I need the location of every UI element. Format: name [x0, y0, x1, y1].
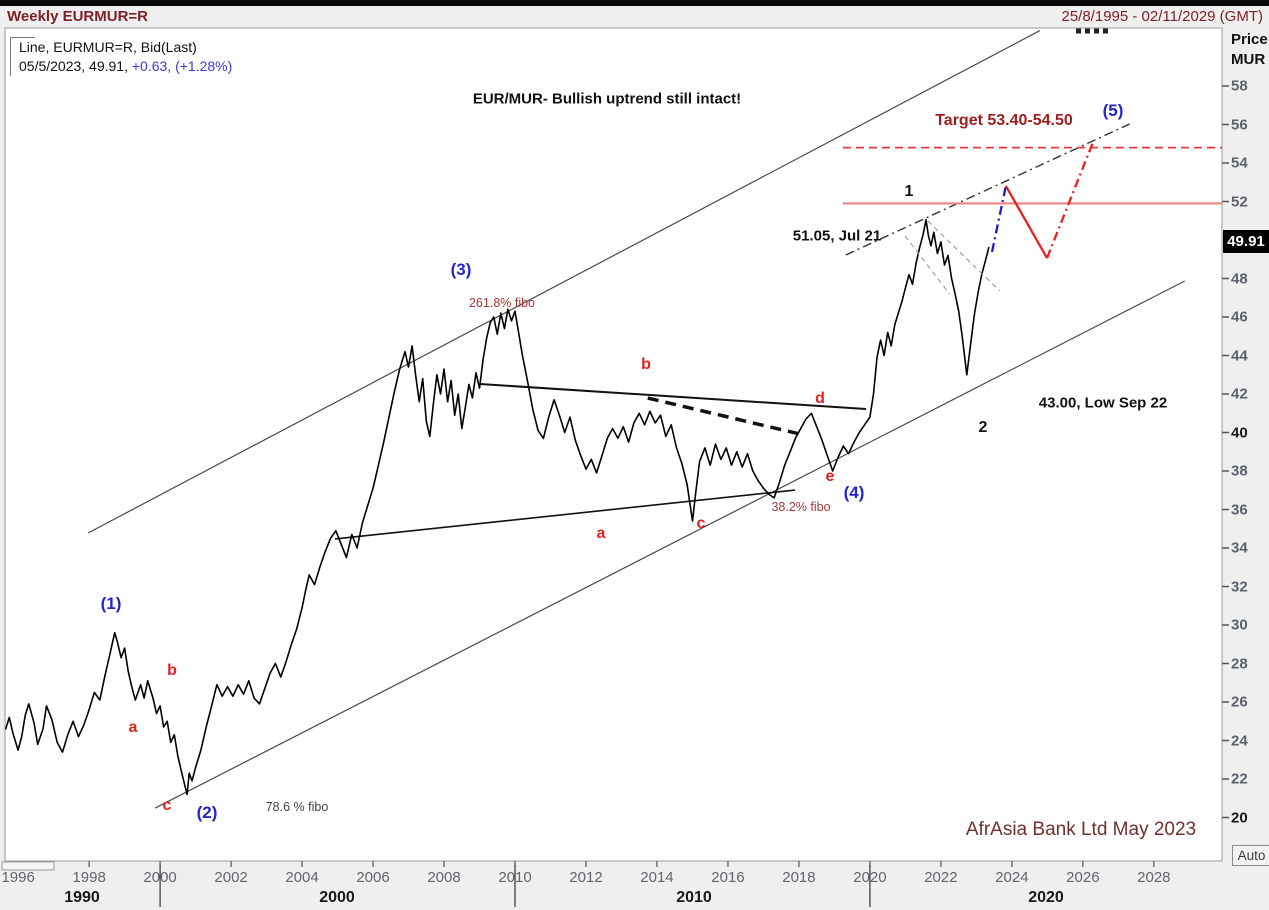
a-c-trendline [334, 489, 796, 540]
price-axis-title: Price MUR [1231, 30, 1268, 70]
wave5-dashdot-trendline [845, 123, 1131, 256]
year-label-2026: 2026 [1066, 869, 1100, 886]
fibo-382-label: 38.2% fibo [771, 500, 831, 514]
scrollbar-stub [1, 861, 55, 871]
price-axis-label-38: 38 [1231, 462, 1248, 480]
wave-label-1-0: (1) [100, 594, 122, 613]
price-axis-title-mur: MUR [1231, 51, 1266, 68]
price-axis-label-56: 56 [1231, 116, 1248, 133]
price-axis-label-24: 24 [1231, 732, 1248, 749]
price-axis-label-28: 28 [1231, 655, 1248, 672]
chart-title: EUR/MUR- Bullish uptrend still intact! [472, 90, 742, 108]
year-label-2022: 2022 [924, 869, 958, 886]
b-d-trendline [479, 382, 867, 411]
plot-area-border [4, 27, 1223, 862]
price-axis-label-48: 48 [1231, 270, 1248, 287]
price-axis-label-32: 32 [1231, 578, 1248, 595]
year-label-2012: 2012 [569, 869, 603, 886]
legend-change: +0.63, (+1.28%) [131, 58, 233, 74]
wave-label-2-14: 2 [978, 419, 988, 436]
price-axis-label-58: 58 [1231, 77, 1248, 95]
legend-series-label: Line, EURMUR=R, Bid(Last) [19, 39, 197, 55]
wave-label-e-12: e [825, 468, 835, 485]
price-axis-label-52: 52 [1231, 193, 1248, 210]
year-label-2006: 2006 [356, 869, 390, 886]
wave-label-b-6: b [167, 662, 177, 679]
lower-channel-line [154, 280, 1186, 809]
wave-label-3-2: (3) [450, 260, 472, 279]
year-label-2020: 2020 [853, 869, 887, 886]
price-axis-label-54: 54 [1231, 154, 1248, 172]
blue-projection-line [990, 185, 1007, 253]
year-label-2000: 2000 [143, 869, 177, 886]
year-label-2028: 2028 [1137, 869, 1171, 886]
wave-label-1-13: 1 [904, 183, 914, 200]
thick-dashed-trendline [647, 396, 801, 436]
price-axis-label-44: 44 [1231, 347, 1248, 364]
price-axis-label-26: 26 [1231, 693, 1248, 711]
year-label-2002: 2002 [214, 869, 248, 886]
year-label-1998: 1998 [72, 869, 106, 886]
wave-label-b-9: b [641, 356, 651, 373]
year-label-2018: 2018 [782, 869, 816, 886]
red-projection-down [1004, 185, 1049, 259]
year-label-2004: 2004 [285, 869, 319, 886]
year-label-2016: 2016 [711, 869, 745, 886]
price-axis-label-42: 42 [1231, 385, 1248, 403]
fibo-2618-label: 261.8% fibo [468, 296, 536, 310]
wave-label-d-11: d [815, 390, 825, 407]
gray-dashed-b [927, 220, 1001, 292]
wave-label-4-3: (4) [843, 483, 865, 502]
upper-channel-line [87, 30, 1041, 534]
last-price-badge: 49.91 [1223, 230, 1269, 254]
wave-label-a-5: a [128, 719, 138, 736]
red-projection-up [1045, 139, 1095, 259]
year-label-2014: 2014 [640, 869, 674, 886]
decade-label-2000: 2000 [319, 889, 355, 906]
price-axis-label-36: 36 [1231, 501, 1248, 518]
price-axis-label-40: 40 [1231, 424, 1248, 441]
wave-label-a-8: a [596, 525, 606, 542]
year-label-2008: 2008 [427, 869, 461, 886]
target-label: Target 53.40-54.50 [935, 112, 1073, 129]
wave-label-5-4: (5) [1102, 101, 1124, 120]
price-axis-label-22: 22 [1231, 770, 1248, 788]
wave-label-c-10: c [696, 515, 706, 532]
chart-date-range: 25/8/1995 - 02/11/2029 (GMT) [1061, 8, 1263, 25]
price-axis-label-46: 46 [1231, 308, 1248, 326]
price-axis-label-30: 30 [1231, 616, 1248, 634]
year-label-1996: 1996 [1, 869, 35, 886]
wave-label-c-7: c [162, 797, 172, 814]
price-axis-label-20: 20 [1231, 809, 1248, 826]
price-axis-title-price: Price [1231, 31, 1268, 48]
wave-label-2-1: (2) [196, 803, 218, 822]
gray-dashed-a [904, 235, 951, 295]
year-label-2024: 2024 [995, 869, 1029, 886]
price-axis-label-34: 34 [1231, 539, 1248, 557]
legend-box: Line, EURMUR=R, Bid(Last) 05/5/2023, 49.… [10, 37, 238, 76]
peak-note: 51.05, Jul 21 [792, 227, 882, 245]
credit-label: AfrAsia Bank Ltd May 2023 [965, 819, 1197, 840]
window-top-strip [0, 0, 1269, 6]
decade-label-2010: 2010 [676, 889, 712, 906]
low-note: 43.00, Low Sep 22 [1038, 394, 1168, 412]
price-line-series [5, 219, 990, 796]
legend-last-quote: 05/5/2023, 49.91, +0.63, (+1.28%) [19, 58, 232, 74]
year-label-2010: 2010 [498, 869, 532, 886]
plot-content [5, 28, 1222, 809]
fibo-786-label: 78.6 % fibo [265, 800, 329, 814]
decade-label-1990: 1990 [64, 889, 100, 906]
chart-header-title: Weekly EURMUR=R [7, 8, 149, 25]
legend-date-price: 05/5/2023, 49.91, [19, 58, 132, 74]
decade-label-2020: 2020 [1028, 889, 1064, 906]
auto-scale-button[interactable]: Auto [1232, 845, 1269, 866]
